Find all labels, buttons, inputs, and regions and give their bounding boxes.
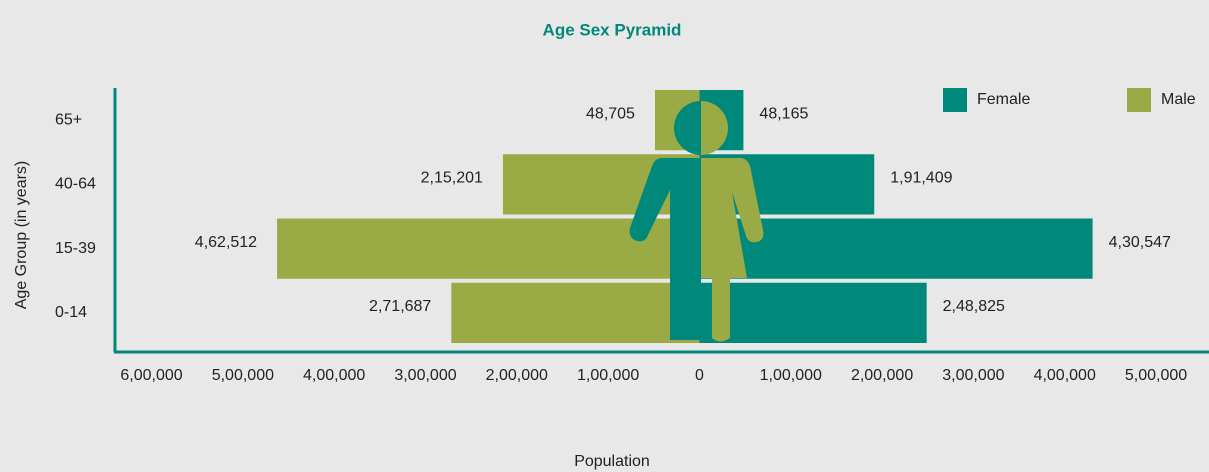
value-label: 4,30,547 <box>1109 234 1171 251</box>
x-tick-label: 5,00,000 <box>212 367 274 384</box>
bar <box>451 282 700 343</box>
value-label: 2,71,687 <box>369 298 431 315</box>
x-tick-label: 6,00,000 <box>120 367 182 384</box>
x-tick-label: 4,00,000 <box>303 367 365 384</box>
icon-body-right <box>701 158 764 342</box>
icon-head-left <box>674 101 701 155</box>
x-tick-label: 5,00,000 <box>1125 367 1187 384</box>
person-icon <box>629 101 764 342</box>
x-tick-label: 3,00,000 <box>394 367 456 384</box>
x-tick-label: 2,00,000 <box>851 367 913 384</box>
icon-body-left <box>629 158 701 340</box>
value-label: 2,15,201 <box>421 170 483 187</box>
x-tick-label: 0 <box>695 367 704 384</box>
y-tick-label: 0-14 <box>55 304 87 321</box>
value-label: 1,91,409 <box>890 170 952 187</box>
icon-head-right <box>701 101 728 155</box>
value-label: 4,62,512 <box>195 234 257 251</box>
x-tick-label: 3,00,000 <box>942 367 1004 384</box>
y-tick-label: 65+ <box>55 111 82 128</box>
bar <box>277 218 700 279</box>
bar <box>699 218 1093 279</box>
legend-swatch <box>943 88 967 112</box>
x-tick-label: 4,00,000 <box>1034 367 1096 384</box>
legend-label: Male <box>1161 91 1196 108</box>
chart-title: Age Sex Pyramid <box>543 20 682 39</box>
value-label: 48,165 <box>759 105 808 122</box>
y-tick-label: 40-64 <box>55 176 96 193</box>
legend-label: Female <box>977 91 1030 108</box>
y-axis-title: Age Group (in years) <box>13 161 30 310</box>
bar <box>699 282 927 343</box>
bars <box>277 90 1093 343</box>
x-tick-label: 1,00,000 <box>577 367 639 384</box>
value-label: 2,48,825 <box>943 298 1005 315</box>
x-tick-label: 1,00,000 <box>760 367 822 384</box>
y-tick-label: 15-39 <box>55 240 96 257</box>
legend-swatch <box>1127 88 1151 112</box>
x-tick-label: 2,00,000 <box>486 367 548 384</box>
x-axis-title: Population <box>574 453 650 470</box>
value-label: 48,705 <box>586 105 635 122</box>
